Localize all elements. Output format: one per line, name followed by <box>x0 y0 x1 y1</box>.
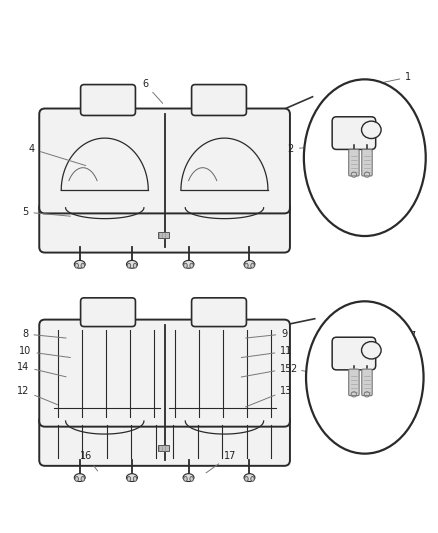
Ellipse shape <box>190 263 193 268</box>
FancyBboxPatch shape <box>81 298 135 327</box>
Ellipse shape <box>184 477 187 481</box>
Ellipse shape <box>81 477 85 481</box>
Ellipse shape <box>245 477 248 481</box>
Ellipse shape <box>81 263 85 268</box>
Text: 2: 2 <box>288 144 312 154</box>
Ellipse shape <box>75 477 78 481</box>
Text: 10: 10 <box>19 346 71 358</box>
FancyBboxPatch shape <box>362 369 372 395</box>
Ellipse shape <box>74 261 85 268</box>
FancyBboxPatch shape <box>362 149 372 176</box>
FancyBboxPatch shape <box>349 149 359 176</box>
Ellipse shape <box>183 474 194 481</box>
FancyBboxPatch shape <box>349 369 359 395</box>
FancyBboxPatch shape <box>39 415 290 466</box>
Text: 14: 14 <box>17 361 66 377</box>
Ellipse shape <box>190 477 193 481</box>
FancyBboxPatch shape <box>332 337 376 370</box>
Bar <box>158 445 169 451</box>
Text: 3: 3 <box>363 409 394 434</box>
Ellipse shape <box>133 477 137 481</box>
Text: 11: 11 <box>241 346 293 358</box>
FancyBboxPatch shape <box>81 85 135 116</box>
Text: 17: 17 <box>206 451 236 473</box>
Ellipse shape <box>127 261 138 268</box>
Text: 12: 12 <box>17 385 57 405</box>
Text: 3: 3 <box>363 207 394 218</box>
Text: 8: 8 <box>22 329 66 339</box>
Ellipse shape <box>75 263 78 268</box>
FancyBboxPatch shape <box>191 85 247 116</box>
Ellipse shape <box>133 263 137 268</box>
Ellipse shape <box>127 477 131 481</box>
Text: 5: 5 <box>22 207 71 217</box>
FancyBboxPatch shape <box>191 298 247 327</box>
Ellipse shape <box>127 263 131 268</box>
Text: 9: 9 <box>246 329 287 339</box>
Text: 7: 7 <box>376 331 416 359</box>
Text: 13: 13 <box>246 385 293 407</box>
Text: 16: 16 <box>80 451 98 471</box>
Text: 1: 1 <box>359 72 411 87</box>
Ellipse shape <box>251 477 254 481</box>
Text: 6: 6 <box>142 79 163 103</box>
Bar <box>158 232 169 238</box>
Ellipse shape <box>183 261 194 268</box>
Ellipse shape <box>251 263 254 268</box>
FancyBboxPatch shape <box>39 202 290 253</box>
Ellipse shape <box>74 474 85 481</box>
FancyBboxPatch shape <box>39 109 290 213</box>
Ellipse shape <box>244 474 255 481</box>
Ellipse shape <box>127 474 138 481</box>
Ellipse shape <box>306 301 424 454</box>
Ellipse shape <box>244 261 255 268</box>
Ellipse shape <box>184 263 187 268</box>
Ellipse shape <box>304 79 426 236</box>
Ellipse shape <box>361 121 381 139</box>
Text: 2: 2 <box>290 364 312 374</box>
Text: 4: 4 <box>29 144 86 166</box>
FancyBboxPatch shape <box>39 320 290 426</box>
FancyBboxPatch shape <box>332 117 376 149</box>
Ellipse shape <box>245 263 248 268</box>
Ellipse shape <box>361 342 381 359</box>
Text: 15: 15 <box>241 364 293 377</box>
